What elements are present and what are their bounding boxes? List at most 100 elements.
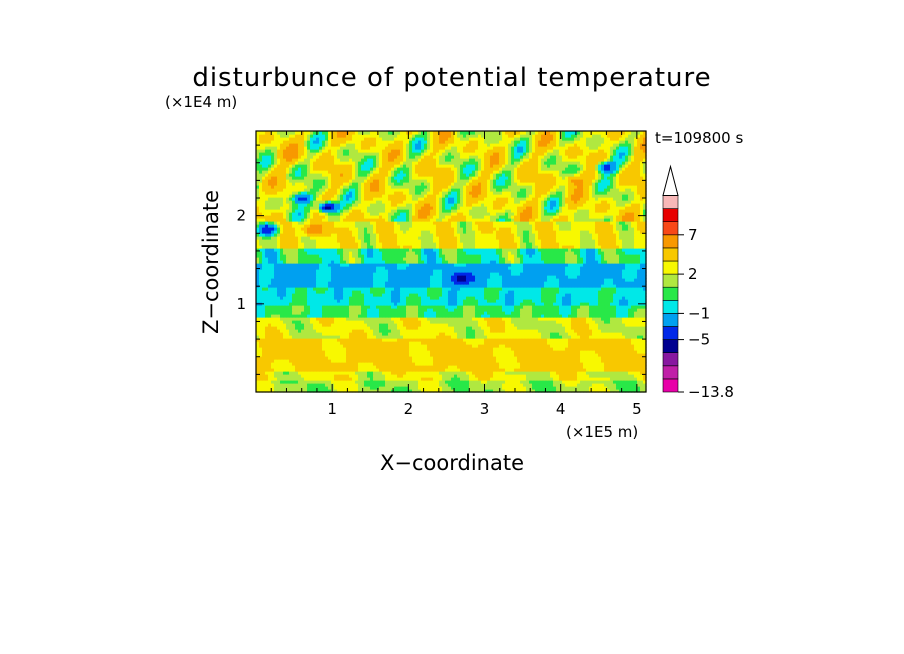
- heatmap-cell: [421, 347, 425, 351]
- heatmap-cell: [274, 299, 278, 303]
- heatmap-cell: [442, 356, 446, 360]
- heatmap-cell: [496, 332, 500, 336]
- heatmap-cell: [634, 341, 638, 345]
- heatmap-cell: [301, 287, 305, 291]
- heatmap-cell: [379, 335, 383, 339]
- heatmap-cell: [322, 371, 326, 375]
- heatmap-cell: [376, 362, 380, 366]
- heatmap-cell: [385, 293, 389, 297]
- heatmap-cell: [643, 299, 647, 303]
- heatmap-cell: [631, 338, 635, 342]
- heatmap-cell: [574, 359, 578, 363]
- heatmap-cell: [547, 314, 551, 318]
- heatmap-cell: [268, 383, 272, 387]
- heatmap-cell: [532, 389, 536, 393]
- heatmap-cell: [571, 386, 575, 390]
- heatmap-cell: [319, 305, 323, 309]
- heatmap-cell: [346, 380, 350, 384]
- heatmap-cell: [613, 329, 617, 333]
- heatmap-cell: [358, 281, 362, 285]
- heatmap-cell: [625, 296, 629, 300]
- heatmap-cell: [283, 281, 287, 285]
- heatmap-cell: [436, 377, 440, 381]
- heatmap-cell: [538, 305, 542, 309]
- heatmap-cell: [370, 377, 374, 381]
- heatmap-cell: [643, 374, 647, 378]
- heatmap-cell: [379, 362, 383, 366]
- heatmap-cell: [511, 296, 515, 300]
- heatmap-cell: [583, 308, 587, 312]
- heatmap-cell: [277, 305, 281, 309]
- heatmap-cell: [469, 356, 473, 360]
- heatmap-cell: [469, 314, 473, 318]
- heatmap-cell: [571, 350, 575, 354]
- heatmap-cell: [406, 389, 410, 393]
- heatmap-cell: [619, 299, 623, 303]
- heatmap-cell: [472, 347, 476, 351]
- heatmap-cell: [331, 377, 335, 381]
- heatmap-cell: [259, 386, 263, 390]
- heatmap-cell: [634, 383, 638, 387]
- heatmap-cell: [544, 290, 548, 294]
- heatmap-cell: [295, 323, 299, 327]
- heatmap-cell: [469, 359, 473, 363]
- heatmap-cell: [598, 389, 602, 393]
- heatmap-cell: [337, 302, 341, 306]
- heatmap-cell: [415, 389, 419, 393]
- heatmap-cell: [334, 359, 338, 363]
- heatmap-cell: [361, 347, 365, 351]
- heatmap-cell: [388, 335, 392, 339]
- heatmap-cell: [409, 365, 413, 369]
- heatmap-cell: [559, 287, 563, 291]
- heatmap-cell: [538, 287, 542, 291]
- heatmap-cell: [385, 326, 389, 330]
- heatmap-cell: [535, 323, 539, 327]
- heatmap-cell: [583, 284, 587, 288]
- heatmap-cell: [313, 317, 317, 321]
- heatmap-cell: [304, 383, 308, 387]
- heatmap-cell: [451, 290, 455, 294]
- heatmap-cell: [541, 383, 545, 387]
- heatmap-cell: [460, 305, 464, 309]
- heatmap-cell: [472, 371, 476, 375]
- heatmap-cell: [394, 335, 398, 339]
- heatmap-cell: [361, 380, 365, 384]
- heatmap-cell: [358, 302, 362, 306]
- heatmap-cell: [280, 299, 284, 303]
- heatmap-cell: [397, 386, 401, 390]
- heatmap-cell: [535, 338, 539, 342]
- heatmap-cell: [640, 323, 644, 327]
- heatmap-cell: [310, 299, 314, 303]
- heatmap-cell: [319, 320, 323, 324]
- heatmap-cell: [607, 341, 611, 345]
- x-axis-label: X−coordinate: [380, 451, 524, 475]
- heatmap-cell: [286, 377, 290, 381]
- heatmap-cell: [616, 371, 620, 375]
- heatmap-cell: [382, 371, 386, 375]
- heatmap-cell: [304, 359, 308, 363]
- heatmap-cell: [634, 362, 638, 366]
- heatmap-cell: [631, 323, 635, 327]
- heatmap-cell: [601, 368, 605, 372]
- heatmap-cell: [604, 293, 608, 297]
- heatmap-cell: [562, 287, 566, 291]
- heatmap-cell: [442, 371, 446, 375]
- heatmap-cell: [616, 290, 620, 294]
- heatmap-cell: [601, 311, 605, 315]
- heatmap-cell: [262, 383, 266, 387]
- heatmap-cell: [511, 299, 515, 303]
- heatmap-cell: [277, 290, 281, 294]
- heatmap-cell: [499, 305, 503, 309]
- heatmap-cell: [598, 296, 602, 300]
- heatmap-cell: [355, 347, 359, 351]
- heatmap-cell: [373, 371, 377, 375]
- heatmap-cell: [562, 317, 566, 321]
- heatmap-cell: [433, 386, 437, 390]
- heatmap-cell: [433, 332, 437, 336]
- heatmap-cell: [349, 302, 353, 306]
- heatmap-cell: [436, 350, 440, 354]
- heatmap-cell: [565, 374, 569, 378]
- heatmap-cell: [460, 293, 464, 297]
- heatmap-cell: [412, 347, 416, 351]
- heatmap-cell: [379, 356, 383, 360]
